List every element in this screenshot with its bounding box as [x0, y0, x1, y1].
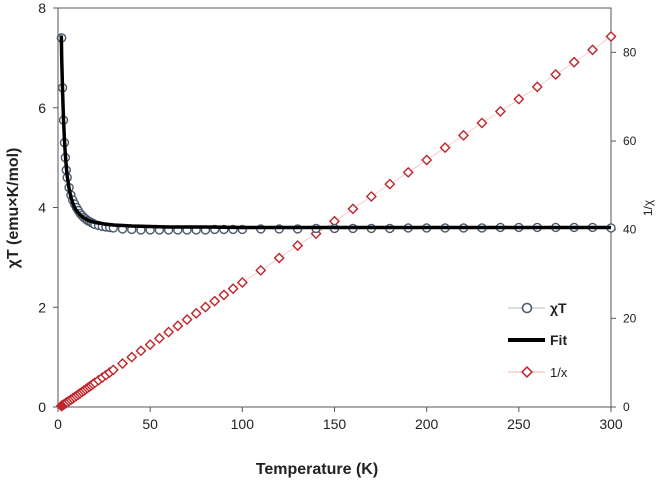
invchi-point-52 — [439, 142, 451, 154]
legend-fit-label: Fit — [550, 332, 567, 348]
invchi-point-32 — [153, 332, 165, 344]
y2-tick-label-0: 0 — [623, 400, 630, 414]
invchi-point-48 — [365, 190, 377, 202]
invchi-point-61 — [605, 30, 617, 43]
y-axis-title: χT (emu×K/mol) — [5, 148, 22, 269]
y-tick-label-0: 0 — [38, 399, 46, 415]
ticks-layer — [53, 7, 616, 412]
invchi-point-57 — [531, 81, 543, 93]
invchi-point-51 — [421, 154, 433, 166]
invchi-point-27 — [107, 364, 119, 376]
invchi-point-40 — [227, 283, 239, 295]
invchi-point-37 — [199, 301, 211, 313]
invchi-point-35 — [181, 314, 193, 326]
invchi-point-46 — [328, 215, 341, 227]
invchi-point-31 — [144, 339, 156, 351]
invchi-point-54 — [476, 117, 488, 129]
invchi-point-38 — [209, 295, 221, 307]
invchi-point-28 — [117, 358, 129, 370]
invchi-point-33 — [163, 326, 175, 338]
x-tick-label-4: 200 — [415, 416, 439, 432]
x-tick-label-6: 300 — [599, 416, 623, 432]
x-tick-label-3: 150 — [323, 416, 347, 432]
invchi-point-34 — [172, 320, 184, 332]
fit-line — [59, 35, 611, 230]
invchi-point-44 — [292, 240, 304, 252]
invchi-point-47 — [347, 203, 359, 215]
legend-invchi-label: 1/x — [550, 365, 568, 380]
y-tick-label-4: 8 — [38, 0, 46, 16]
y2-tick-label-4: 80 — [623, 45, 637, 59]
y2-tick-label-2: 40 — [623, 223, 637, 237]
y-tick-label-2: 4 — [38, 200, 46, 216]
x-tick-label-2: 100 — [231, 416, 255, 432]
invchi-point-49 — [384, 178, 396, 190]
invchi-point-36 — [190, 307, 202, 319]
invchi-point-50 — [402, 166, 414, 178]
invchi-point-56 — [513, 93, 525, 105]
x-tick-label-5: 250 — [507, 416, 531, 432]
legend: χT Fit 1/x — [508, 300, 568, 380]
x-tick-label-0: 0 — [54, 416, 62, 432]
x-axis-title: Temperature (K) — [256, 461, 378, 478]
invchi-point-29 — [126, 351, 138, 363]
legend-chiT-label: χT — [550, 300, 567, 316]
legend-chiT-marker — [521, 302, 533, 314]
y2-tick-label-3: 60 — [623, 134, 637, 148]
invchi-point-59 — [568, 56, 580, 68]
invchi-point-42 — [255, 264, 267, 276]
y-tick-label-3: 6 — [38, 100, 46, 116]
invchi-point-55 — [494, 105, 506, 117]
y2-axis-title: 1/χ — [641, 199, 655, 216]
x-tick-label-1: 50 — [142, 416, 158, 432]
invchi-point-43 — [273, 252, 285, 264]
invchi-point-60 — [587, 44, 599, 56]
series-layer — [55, 30, 617, 412]
invchi-point-58 — [550, 68, 562, 81]
y-tick-label-1: 2 — [38, 299, 46, 315]
invchi-point-41 — [236, 276, 248, 288]
y2-tick-label-1: 20 — [623, 311, 637, 325]
invchi-point-39 — [218, 289, 230, 301]
legend-invchi-marker — [520, 365, 534, 379]
invchi-point-53 — [458, 129, 470, 141]
invchi-point-30 — [135, 345, 147, 357]
